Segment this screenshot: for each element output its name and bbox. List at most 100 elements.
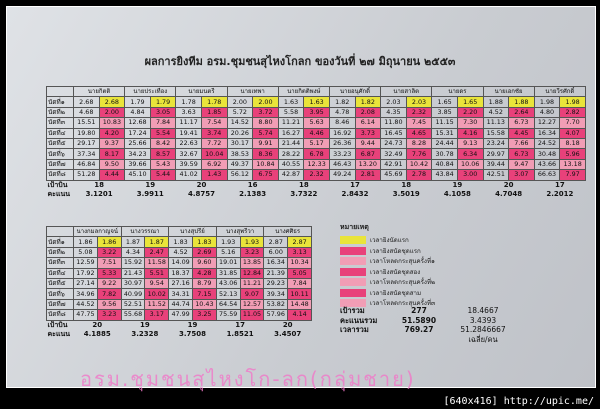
cell: 12.84	[239, 267, 265, 279]
name-cell: นายวีรศักดิ์	[533, 85, 587, 98]
cell: 8.57	[149, 148, 177, 160]
cell: 9.60	[191, 257, 217, 269]
cell: 3.72	[252, 106, 279, 119]
cell: 1.63	[303, 96, 330, 108]
legend-label: เวลายิงนัดแรก	[370, 237, 409, 245]
cell: 9.22	[96, 277, 122, 290]
footer-cell: 2.2012	[546, 190, 574, 199]
row-label: นัดที่๗	[46, 298, 74, 311]
cell: 3.95	[303, 106, 330, 119]
cell: 2.00	[98, 106, 126, 119]
cell: 3.63	[175, 106, 202, 119]
data-row: นัดที่๘ 51.28 4.44 45.10 5.44 41.02 1.43 56.12 6…	[46, 169, 586, 181]
name-cell: นายดร	[431, 85, 484, 98]
summary-cell: คะแนนรวม	[340, 315, 378, 325]
cell: 3.13	[287, 246, 312, 259]
cell: 1.79	[124, 96, 151, 108]
cell: 32.49	[380, 148, 407, 160]
cell: 16.92	[328, 127, 356, 139]
cell: 42.87	[277, 169, 305, 181]
cell: 7.97	[559, 169, 586, 181]
cell: 5.44	[149, 169, 177, 181]
cell: 47.75	[73, 309, 98, 321]
cell: 11.15	[431, 117, 458, 129]
cell: 2.87	[287, 236, 312, 248]
bottom-table: นางกมลกาญจน์ นางวรรณา นางสุปรีย์ นางสุพรีวา…	[46, 225, 312, 339]
cell: 2.68	[98, 96, 126, 108]
photo	[6, 6, 596, 388]
cell: 1.88	[482, 96, 510, 108]
cell: 6.34	[456, 148, 484, 160]
data-row: นัดที่๒ 4.68 2.00 4.84 3.05 3.63 1.85 5.72 3.72 5…	[46, 106, 586, 119]
cell: 1.82	[354, 96, 382, 108]
cell: 3.05	[149, 106, 177, 119]
name-cell: นายเทพา	[226, 85, 279, 98]
cell: 43.06	[215, 277, 241, 290]
cell: 4.44	[98, 169, 126, 181]
cell: 40.99	[120, 288, 146, 300]
cell: 9.37	[98, 137, 126, 150]
legend-label: เวลาโหลดกระสุนครั้งที่๑	[370, 258, 435, 266]
cell: 3.25	[191, 309, 217, 321]
cell: 1.86	[96, 236, 122, 248]
footer-cell: 17	[235, 320, 245, 329]
footer-cell: 4.1885	[83, 330, 111, 339]
cell: 41.02	[175, 169, 202, 181]
cell: 10.42	[405, 158, 433, 171]
cell: 11.80	[380, 117, 407, 129]
cell: 11.13	[482, 117, 510, 129]
cell: 13.20	[354, 158, 382, 171]
data-row: นัดที่๓ 12.59 7.51 15.92 11.58 14.09 9.60 19.01…	[46, 257, 312, 269]
cell: 7.72	[200, 137, 228, 150]
footer-cell: 19	[187, 320, 198, 329]
cell: 30.97	[120, 277, 146, 290]
cell: 19.41	[175, 127, 202, 139]
footer-cell: 3.4507	[274, 330, 302, 339]
cell: 45.69	[380, 169, 407, 181]
footer-cell: 19	[145, 180, 156, 189]
cell: 4.14	[287, 309, 312, 321]
cell: 1.85	[200, 106, 228, 119]
legend-swatch	[340, 267, 366, 276]
footer-cell: 17	[554, 180, 565, 189]
cell: 7.82	[96, 288, 122, 300]
row-label: นัดที่๘	[46, 169, 74, 181]
cell: 56.12	[226, 169, 254, 181]
name-cell: นางศศิธร	[263, 225, 312, 238]
cell: 12.68	[124, 117, 151, 129]
cell: 20.26	[226, 127, 254, 139]
cell: 64.54	[215, 298, 241, 311]
cell: 9.50	[98, 158, 126, 171]
summary-row: เฉลี่ย/คน	[340, 335, 518, 345]
cell: 16.27	[277, 127, 305, 139]
cell: 5.08	[73, 246, 98, 259]
cell: 1.93	[215, 236, 241, 248]
cell: 5.16	[215, 246, 241, 259]
cell: 1.78	[175, 96, 202, 108]
cell: 5.17	[303, 137, 330, 150]
cell: 1.86	[73, 236, 98, 248]
cell: 39.44	[482, 158, 510, 171]
row-label: นัดที่๓	[46, 117, 74, 129]
row-label: นัดที่๖	[46, 288, 74, 300]
cell: 32.67	[175, 148, 202, 160]
cell: 57.96	[263, 309, 289, 321]
row-label: นัดที่๑	[46, 96, 74, 108]
name-cell: นายเอกชัย	[482, 85, 535, 98]
cell: 4.07	[559, 127, 586, 139]
footer-cell: 18	[94, 180, 104, 189]
cell: 3.07	[508, 169, 535, 181]
cell: 4.68	[73, 106, 100, 119]
cell: 13.18	[559, 158, 586, 171]
cell: 15.58	[482, 127, 510, 139]
footer-cell: 18	[401, 180, 412, 189]
cell: 5.54	[149, 127, 177, 139]
footer-cell: 4.7048	[495, 190, 523, 199]
row-label: นัดที่๑	[46, 236, 74, 248]
cell: 2.82	[559, 106, 586, 119]
cell: 7.66	[508, 137, 535, 150]
cell: 34.96	[73, 288, 98, 300]
data-row: นัดที่๕ 27.14 9.22 30.97 9.54 27.16 8.79 43.06 1…	[46, 277, 312, 290]
cell: 27.14	[73, 277, 98, 290]
